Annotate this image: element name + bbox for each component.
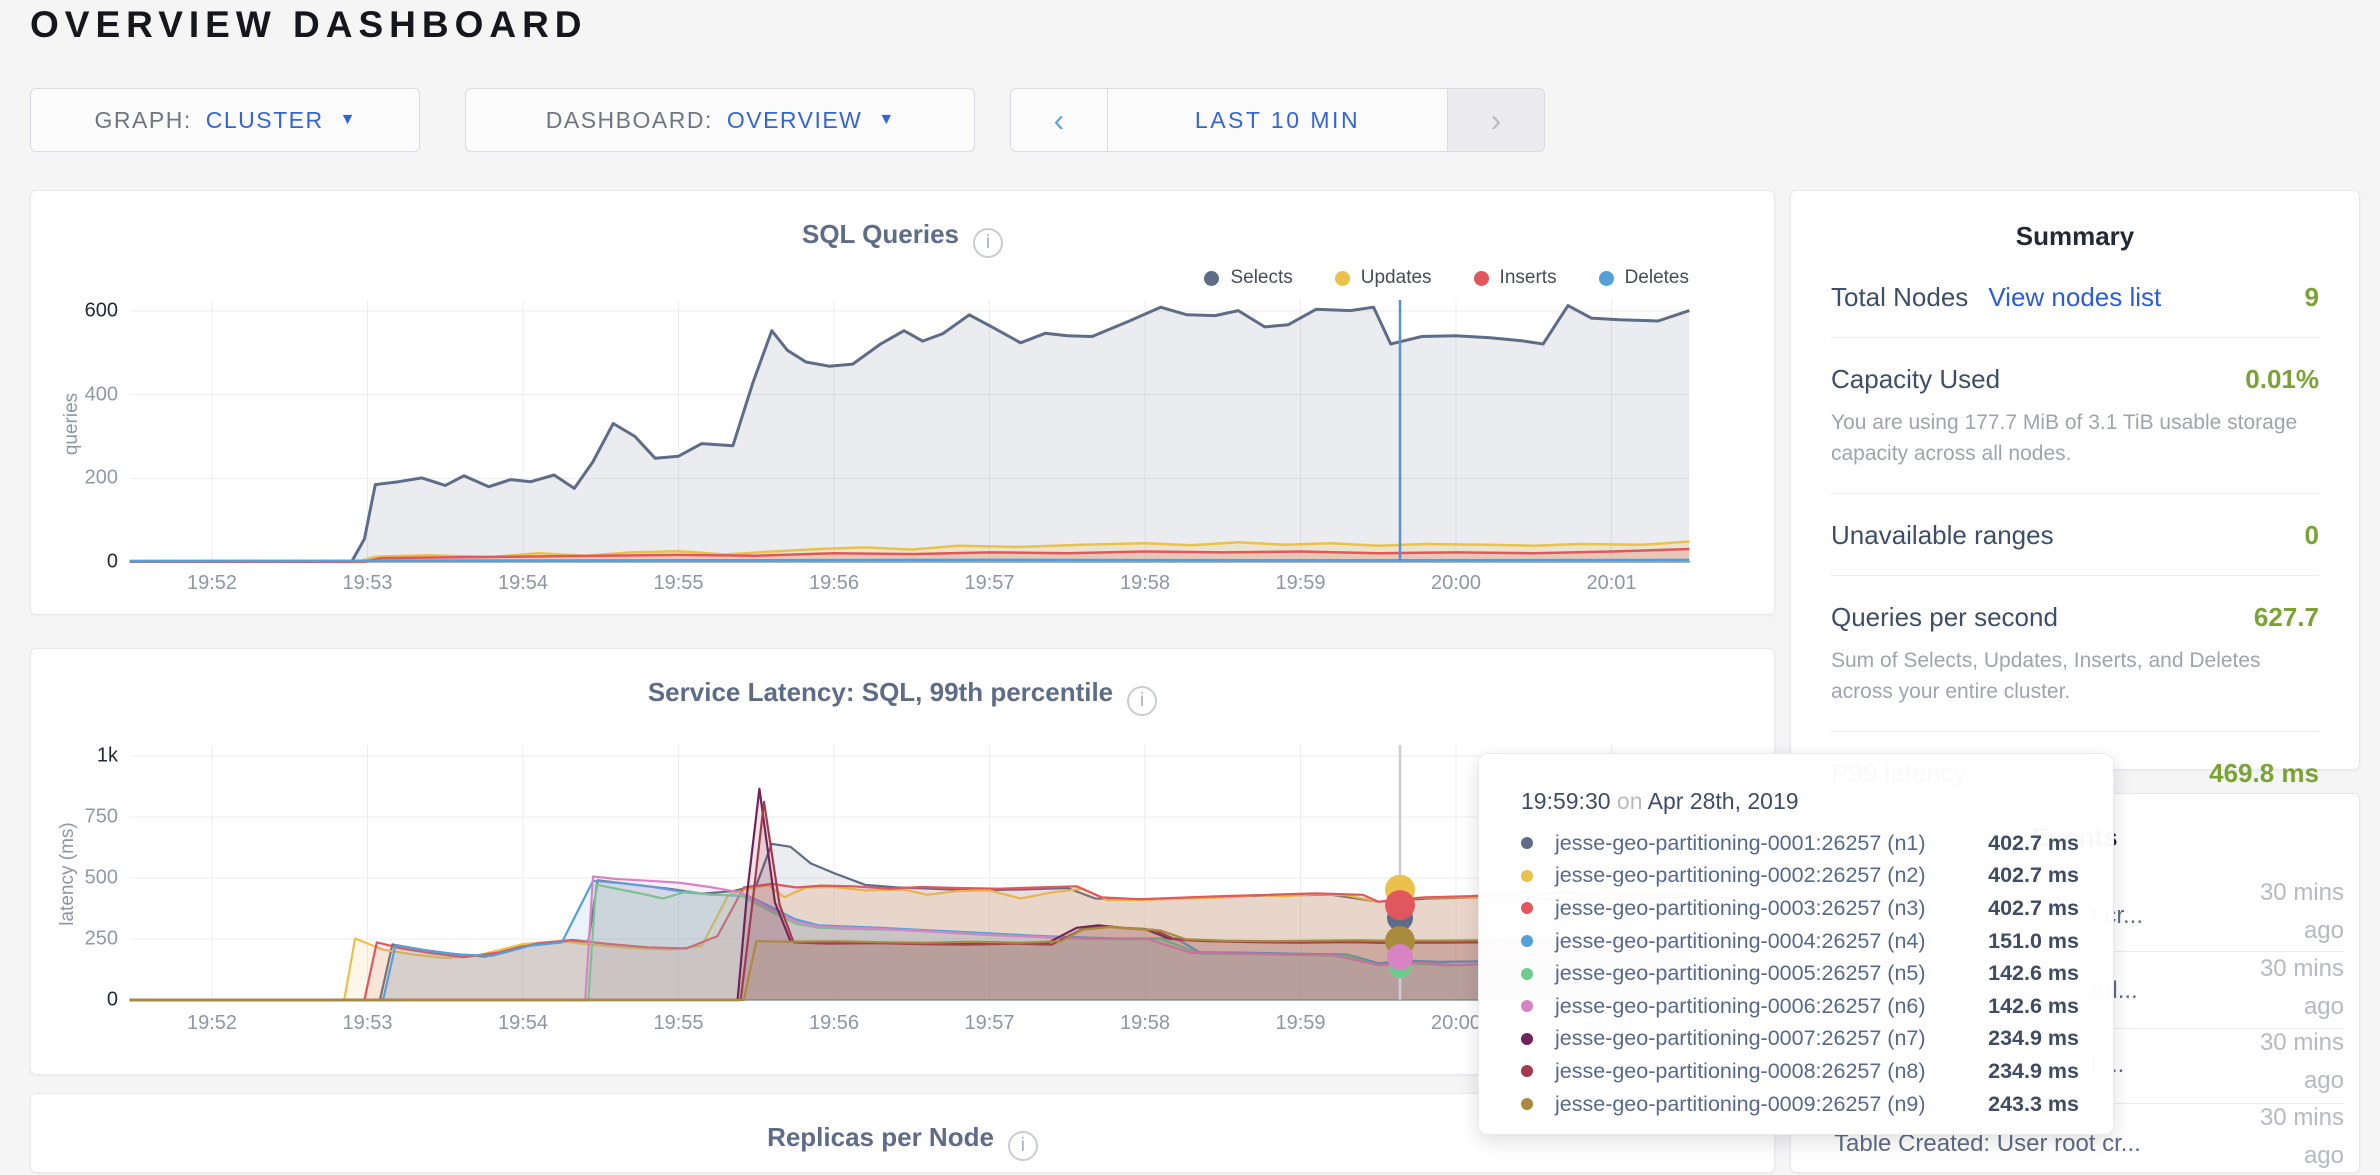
series-dot	[1521, 1000, 1533, 1013]
replicas-per-node-title: Replicas per Node i	[31, 1122, 1774, 1161]
legend-dot	[1473, 270, 1489, 286]
series-dot	[1521, 1098, 1533, 1111]
y-axis-label: queries	[61, 392, 82, 456]
time-next-button[interactable]: ›	[1447, 89, 1544, 151]
legend-item-inserts[interactable]: Inserts	[1473, 267, 1557, 289]
series-dot	[1521, 1065, 1533, 1078]
tooltip-timestamp: 19:59:30 on Apr 28th, 2019	[1521, 788, 1799, 814]
queries-per-second-value: 627.7	[2253, 602, 2319, 632]
y-tick: 200	[84, 466, 118, 489]
p99-latency-value: 469.8 ms	[2209, 758, 2319, 788]
tooltip-row: jesse-geo-partitioning-0003:26257 (n3) 40…	[1521, 892, 2079, 925]
x-tick: 19:58	[1119, 572, 1171, 594]
info-icon[interactable]: i	[1127, 686, 1158, 716]
x-tick: 20:00	[1430, 1012, 1482, 1034]
x-tick: 19:57	[964, 1012, 1015, 1034]
summary-title: Summary	[2015, 221, 2135, 251]
legend-item-deletes[interactable]: Deletes	[1598, 267, 1689, 289]
x-tick: 19:57	[964, 572, 1015, 594]
legend-dot	[1334, 270, 1350, 286]
x-tick: 19:55	[653, 572, 704, 594]
summary-panel: Summary Total Nodes View nodes list 9 Cap…	[1790, 190, 2360, 788]
y-tick: 400	[84, 383, 118, 406]
summary-row-qps: Queries per second 627.7 Sum of Selects,…	[1831, 576, 2319, 732]
legend-item-updates[interactable]: Updates	[1334, 267, 1432, 289]
x-tick: 19:59	[1275, 572, 1326, 594]
tooltip-row: jesse-geo-partitioning-0009:26257 (n9) 24…	[1521, 1088, 2079, 1121]
series-dot	[1521, 967, 1533, 980]
chevron-right-icon: ›	[1490, 101, 1502, 138]
legend-dot	[1598, 270, 1614, 286]
chevron-down-icon: ▼	[339, 111, 356, 128]
graph-dropdown-value: CLUSTER	[205, 106, 324, 133]
x-tick: 19:53	[342, 1012, 393, 1034]
sql-queries-title: SQL Queries i	[31, 219, 1774, 258]
x-tick: 19:58	[1119, 1012, 1171, 1034]
time-range-control: ‹ LAST 10 MIN ›	[1010, 88, 1545, 152]
x-tick: 20:00	[1430, 572, 1482, 594]
total-nodes-value: 9	[2304, 282, 2319, 312]
qps-subtext: Sum of Selects, Updates, Inserts, and De…	[1831, 649, 2261, 703]
x-tick: 19:52	[186, 572, 238, 594]
event-row-time: 30 mins ago	[2259, 879, 2344, 944]
y-tick: 250	[84, 927, 118, 950]
dashboard-dropdown[interactable]: DASHBOARD: OVERVIEW ▼	[465, 88, 975, 152]
sql-queries-panel: SQL Queries i Selects Updates Inserts Del…	[30, 190, 1775, 615]
y-axis-label: latency (ms)	[57, 822, 78, 926]
chevron-down-icon: ▼	[878, 111, 895, 128]
sql-queries-legend: Selects Updates Inserts Deletes	[1204, 267, 1689, 289]
info-icon[interactable]: i	[1007, 1131, 1038, 1161]
series-dot	[1521, 902, 1533, 915]
legend-item-selects[interactable]: Selects	[1204, 267, 1293, 289]
x-tick: 19:54	[497, 572, 549, 594]
x-tick: 20:01	[1586, 572, 1637, 594]
time-range-button[interactable]: LAST 10 MIN	[1194, 106, 1361, 133]
series-dot	[1521, 1032, 1533, 1045]
summary-row-total-nodes: Total Nodes View nodes list 9	[1831, 256, 2319, 338]
tooltip-row: jesse-geo-partitioning-0008:26257 (n8) 23…	[1521, 1055, 2079, 1088]
x-tick: 19:59	[1275, 1012, 1326, 1034]
tooltip-row: jesse-geo-partitioning-0006:26257 (n6) 14…	[1521, 990, 2079, 1023]
y-tick: 0	[106, 550, 118, 573]
tooltip-row: jesse-geo-partitioning-0005:26257 (n5) 14…	[1521, 957, 2079, 990]
unavailable-ranges-value: 0	[2304, 520, 2319, 550]
y-tick: 1k	[96, 744, 118, 767]
x-tick: 19:56	[808, 1012, 860, 1034]
tooltip-row: jesse-geo-partitioning-0004:26257 (n4) 15…	[1521, 925, 2079, 958]
service-latency-title: Service Latency: SQL, 99th percentile i	[31, 677, 1774, 716]
event-row-time: 30 mins ago	[2259, 955, 2344, 1020]
graph-dropdown[interactable]: GRAPH: CLUSTER ▼	[30, 88, 420, 152]
x-tick: 19:55	[653, 1012, 704, 1034]
y-tick: 750	[84, 805, 118, 828]
series-dot	[1521, 837, 1533, 850]
y-tick: 500	[84, 866, 118, 889]
summary-row-unavailable-ranges: Unavailable ranges 0	[1831, 494, 2319, 576]
chevron-left-icon: ‹	[1053, 101, 1065, 138]
x-tick: 19:53	[342, 572, 393, 594]
tooltip-row: jesse-geo-partitioning-0007:26257 (n7) 23…	[1521, 1023, 2079, 1056]
graph-dropdown-label: GRAPH:	[94, 106, 192, 133]
tooltip-row: jesse-geo-partitioning-0001:26257 (n1) 40…	[1521, 827, 2079, 860]
x-tick: 19:52	[186, 1012, 238, 1034]
x-tick: 19:54	[497, 1012, 549, 1034]
info-icon[interactable]: i	[973, 228, 1004, 258]
view-nodes-list-link[interactable]: View nodes list	[1988, 282, 2162, 312]
x-tick: 19:56	[808, 572, 860, 594]
series-dot	[1521, 869, 1533, 882]
tooltip-row: jesse-geo-partitioning-0002:26257 (n2) 40…	[1521, 860, 2079, 893]
capacity-used-subtext: You are using 177.7 MiB of 3.1 TiB usabl…	[1831, 411, 2298, 465]
event-row-time: 30 mins ago	[2259, 1029, 2344, 1094]
latency-hover-tooltip: 19:59:30 on Apr 28th, 2019 jesse-geo-par…	[1478, 753, 2114, 1135]
capacity-used-value: 0.01%	[2245, 364, 2319, 394]
time-prev-button[interactable]: ‹	[1011, 89, 1108, 151]
y-tick: 600	[84, 299, 118, 322]
tooltip-rows: jesse-geo-partitioning-0001:26257 (n1) 40…	[1521, 827, 2079, 1120]
dashboard-dropdown-value: OVERVIEW	[726, 106, 863, 133]
y-tick: 0	[106, 988, 118, 1011]
series-dot	[1521, 935, 1533, 948]
summary-row-capacity: Capacity Used 0.01% You are using 177.7 …	[1831, 338, 2319, 494]
page-title: OVERVIEW DASHBOARD	[30, 4, 588, 45]
legend-dot	[1204, 270, 1220, 286]
dashboard-dropdown-label: DASHBOARD:	[545, 106, 713, 133]
